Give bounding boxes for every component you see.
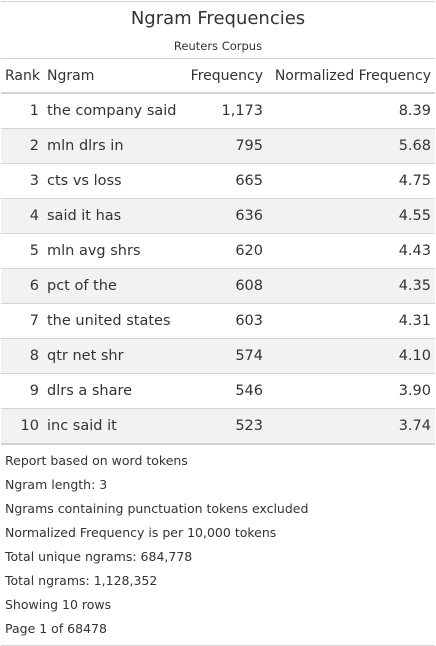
table-row: 9 dlrs a share 546 3.90 (1, 373, 435, 409)
rank-cell: 9 (1, 373, 45, 409)
normalized-frequency-cell: 4.10 (271, 338, 435, 374)
ngram-cell: inc said it (45, 408, 179, 444)
ngram-cell: mln dlrs in (45, 128, 179, 164)
table-row: 6 pct of the 608 4.35 (1, 268, 435, 304)
frequency-cell: 665 (179, 163, 271, 199)
ngram-cell: the company said (45, 93, 179, 129)
table-row: 4 said it has 636 4.55 (1, 198, 435, 234)
rank-cell: 6 (1, 268, 45, 304)
rank-cell: 10 (1, 408, 45, 444)
normalized-frequency-cell: 8.39 (271, 93, 435, 129)
normalized-frequency-cell: 3.90 (271, 373, 435, 409)
ngram-table: Rank Ngram Frequency Normalized Frequenc… (1, 59, 435, 444)
rank-cell: 7 (1, 303, 45, 339)
column-header-normalized-frequency: Normalized Frequency (271, 59, 435, 94)
footnote-token-basis: Report based on word tokens (5, 453, 188, 468)
frequency-cell: 574 (179, 338, 271, 374)
table-title: Ngram Frequencies (130, 8, 306, 29)
footnote-page-indicator: Page 1 of 68478 (5, 621, 107, 636)
footnote-punctuation: Ngrams containing punctuation tokens exc… (5, 501, 309, 516)
rank-cell: 4 (1, 198, 45, 234)
normalized-frequency-cell: 4.55 (271, 198, 435, 234)
frequency-cell: 795 (179, 128, 271, 164)
column-header-ngram: Ngram (45, 59, 179, 94)
ngram-cell: mln avg shrs (45, 233, 179, 269)
footnote-total-ngrams: Total ngrams: 1,128,352 (5, 573, 158, 588)
rank-cell: 3 (1, 163, 45, 199)
table-row: 5 mln avg shrs 620 4.43 (1, 233, 435, 269)
footnote-rows-shown: Showing 10 rows (5, 597, 112, 612)
table-row: 7 the united states 603 4.31 (1, 303, 435, 339)
table-row: 3 cts vs loss 665 4.75 (1, 163, 435, 199)
ngram-cell: the united states (45, 303, 179, 339)
normalized-frequency-cell: 4.31 (271, 303, 435, 339)
normalized-frequency-cell: 4.35 (271, 268, 435, 304)
normalized-frequency-cell: 3.74 (271, 408, 435, 444)
rank-cell: 1 (1, 93, 45, 129)
column-header-frequency: Frequency (179, 59, 271, 94)
table-subtitle: Reuters Corpus (1, 36, 435, 59)
normalized-frequency-cell: 4.75 (271, 163, 435, 199)
table-row: 10 inc said it 523 3.74 (1, 408, 435, 444)
header-row: Rank Ngram Frequency Normalized Frequenc… (1, 59, 435, 94)
normalized-frequency-cell: 5.68 (271, 128, 435, 164)
footnote-ngram-length: Ngram length: 3 (5, 477, 108, 492)
frequency-cell: 636 (179, 198, 271, 234)
rank-cell: 5 (1, 233, 45, 269)
table-row: 1 the company said 1,173 8.39 (1, 93, 435, 129)
ngram-cell: said it has (45, 198, 179, 234)
footnote-unique-ngrams: Total unique ngrams: 684,778 (5, 549, 193, 564)
ngram-cell: qtr net shr (45, 338, 179, 374)
ngram-cell: cts vs loss (45, 163, 179, 199)
rank-cell: 2 (1, 128, 45, 164)
normalized-frequency-cell: 4.43 (271, 233, 435, 269)
table-row: 2 mln dlrs in 795 5.68 (1, 128, 435, 164)
frequency-cell: 1,173 (179, 93, 271, 129)
table-footnotes: Report based on word tokens Ngram length… (1, 444, 435, 645)
column-header-rank: Rank (1, 59, 45, 94)
frequency-cell: 546 (179, 373, 271, 409)
frequency-cell: 603 (179, 303, 271, 339)
table-row: 8 qtr net shr 574 4.10 (1, 338, 435, 374)
frequency-cell: 523 (179, 408, 271, 444)
footnote-normalization: Normalized Frequency is per 10,000 token… (5, 525, 277, 540)
ngram-cell: pct of the (45, 268, 179, 304)
rank-cell: 8 (1, 338, 45, 374)
frequency-cell: 620 (179, 233, 271, 269)
frequency-cell: 608 (179, 268, 271, 304)
ngram-cell: dlrs a share (45, 373, 179, 409)
